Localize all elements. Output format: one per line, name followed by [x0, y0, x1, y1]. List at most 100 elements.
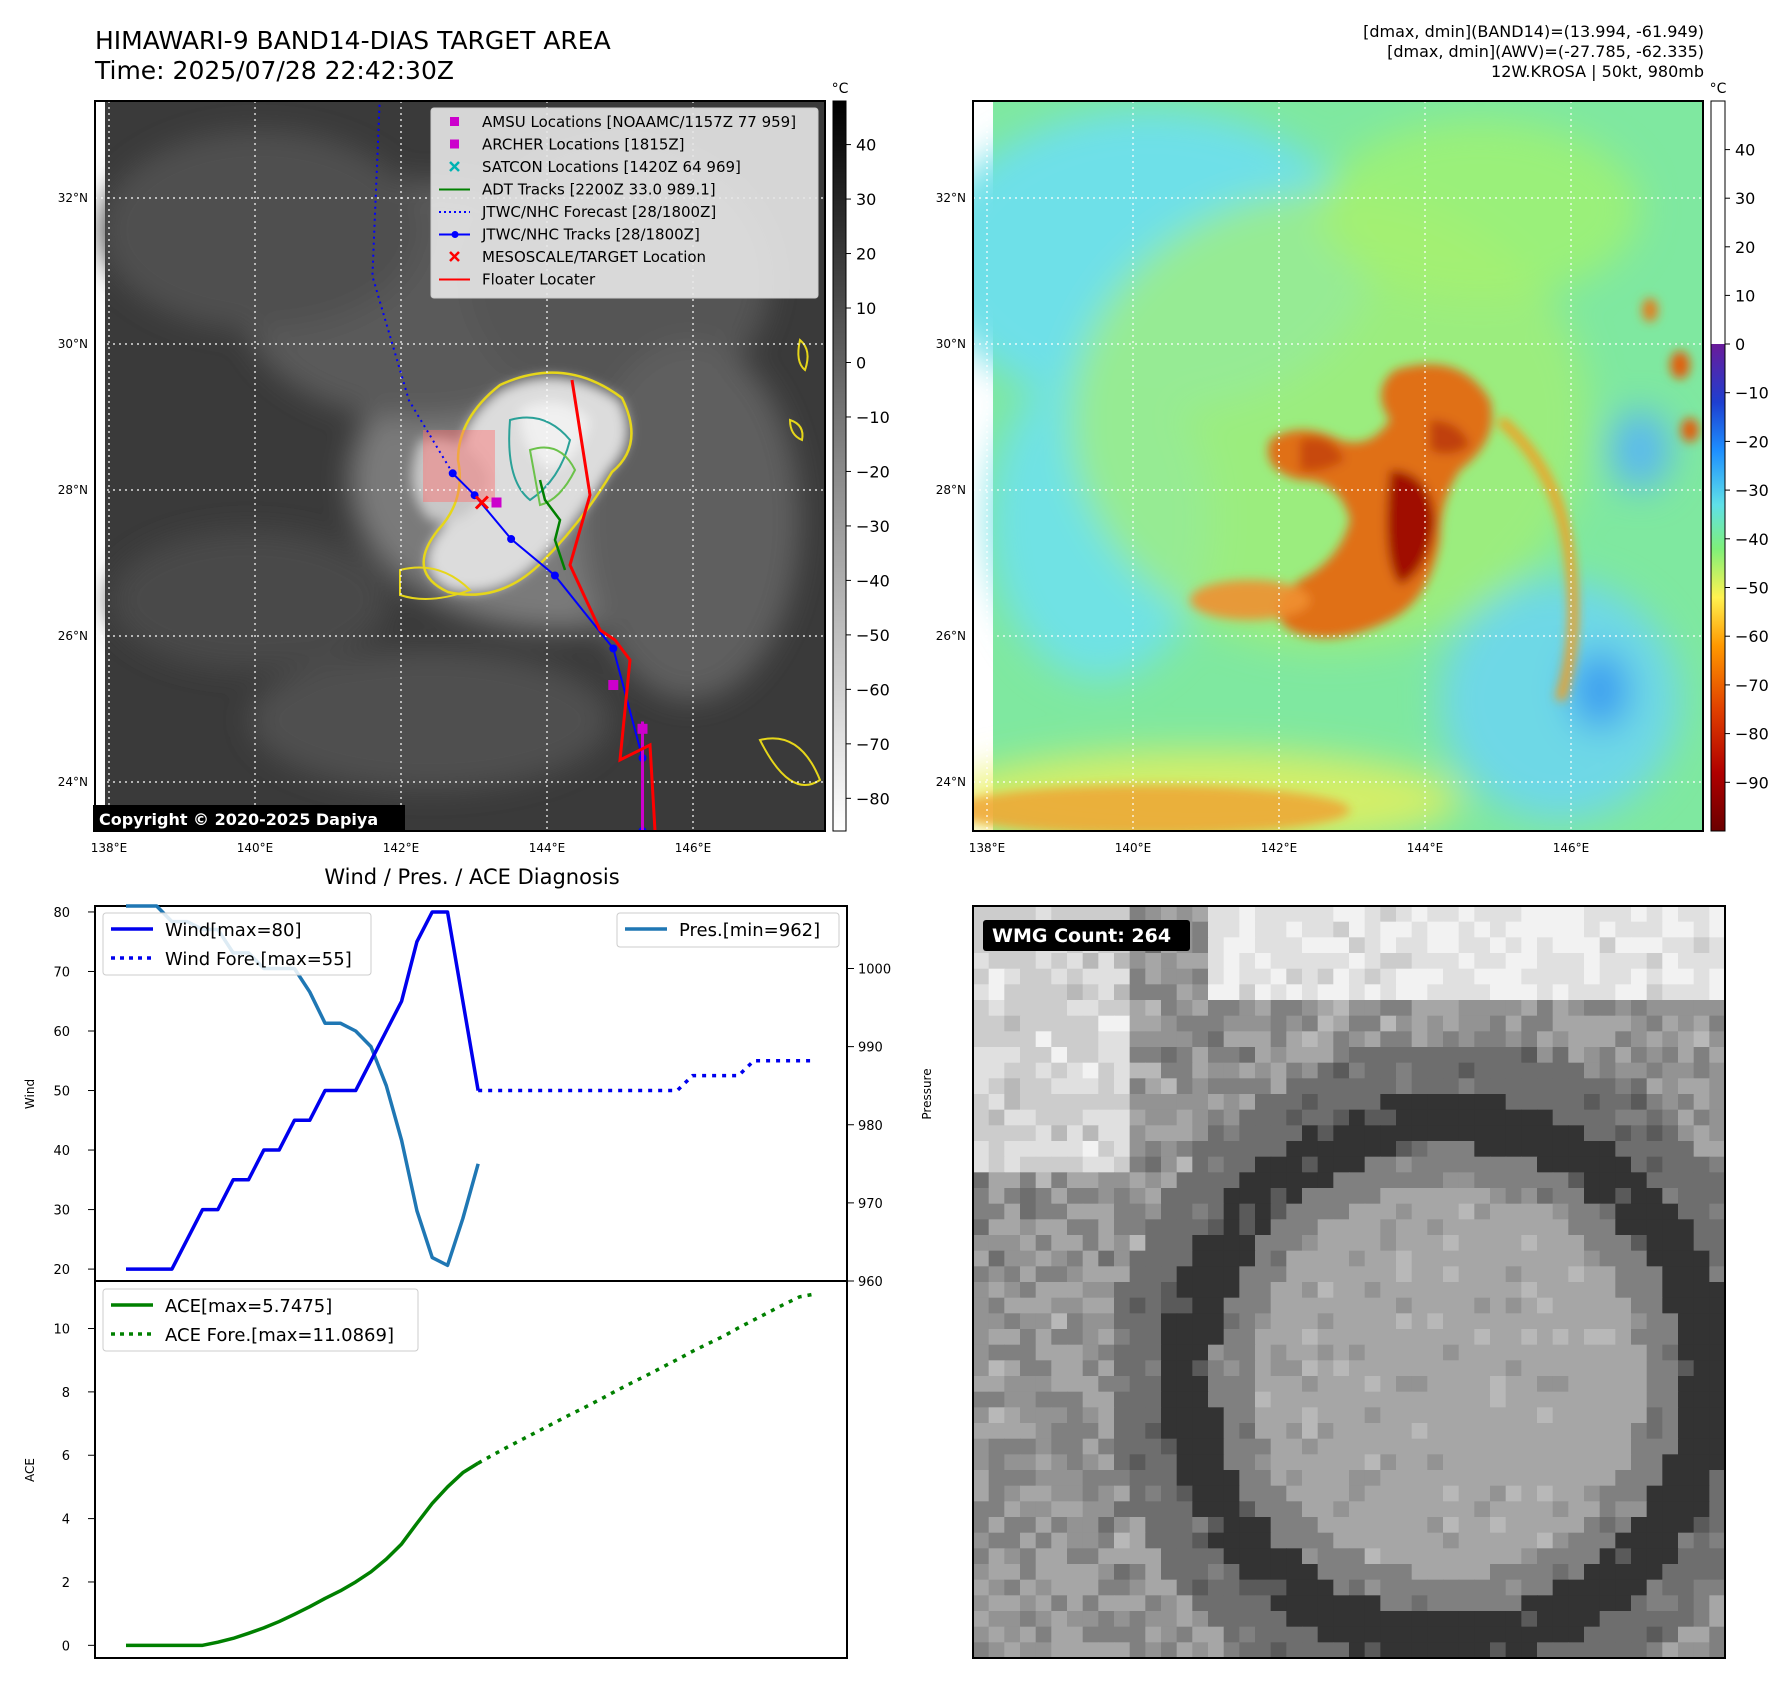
wmg-pixel: [1552, 1329, 1569, 1346]
wmg-pixel: [1364, 1266, 1381, 1283]
wmg-pixel: [1192, 1094, 1209, 1111]
wmg-pixel: [1098, 1078, 1115, 1095]
wmg-pixel: [1176, 1078, 1193, 1095]
wmg-pixel: [1004, 1564, 1021, 1581]
wmg-pixel: [1584, 1141, 1601, 1158]
colorbar-tick-label: 0: [856, 353, 866, 372]
wmg-pixel: [1552, 1642, 1569, 1658]
wmg-pixel: [1568, 1156, 1585, 1173]
wmg-pixel: [1537, 1313, 1554, 1330]
wmg-pixel: [1114, 1595, 1131, 1612]
wmg-pixel: [1427, 1313, 1444, 1330]
wmg-pixel: [1505, 1423, 1522, 1440]
wmg-pixel: [1693, 1109, 1710, 1126]
wmg-pixel: [1145, 968, 1162, 985]
wmg-pixel: [1020, 1203, 1037, 1220]
wmg-pixel: [1270, 1579, 1287, 1596]
wmg-pixel: [1615, 1642, 1632, 1658]
wmg-pixel: [1646, 1376, 1663, 1393]
wmg-pixel: [1223, 1470, 1240, 1487]
wmg-pixel: [1239, 1344, 1256, 1361]
wmg-pixel: [973, 1344, 990, 1361]
wmg-pixel: [1599, 937, 1616, 954]
wmg-pixel: [1051, 1501, 1068, 1518]
wmg-pixel: [1709, 1235, 1725, 1252]
wmg-pixel: [1020, 1188, 1037, 1205]
colorbar-tick-label: −10: [856, 408, 890, 427]
wmg-pixel: [1082, 1219, 1099, 1236]
wmg-pixel: [1615, 1235, 1632, 1252]
wmg-pixel: [1286, 1078, 1303, 1095]
wmg-pixel: [1364, 1564, 1381, 1581]
colorbar-tick-label: 40: [1735, 141, 1755, 160]
wmg-pixel: [1192, 1250, 1209, 1267]
wmg-pixel: [988, 1078, 1005, 1095]
wmg-pixel: [1537, 1109, 1554, 1126]
wmg-pixel: [1035, 1094, 1052, 1111]
wmg-pixel: [1505, 1156, 1522, 1173]
wmg-pixel: [1317, 1360, 1334, 1377]
wmg-pixel: [1129, 1062, 1146, 1079]
wmg-pixel: [1051, 1438, 1068, 1455]
wmg-pixel: [1223, 1329, 1240, 1346]
wmg-pixel: [1552, 921, 1569, 938]
wmg-pixel: [1396, 1454, 1413, 1471]
wmg-pixel: [1098, 1360, 1115, 1377]
wmg-pixel: [1646, 1517, 1663, 1534]
wmg-pixel: [1067, 1031, 1084, 1048]
wmg-pixel: [1223, 1141, 1240, 1158]
wmg-pixel: [1662, 1062, 1679, 1079]
wmg-pixel: [1537, 1501, 1554, 1518]
wmg-pixel: [1098, 1062, 1115, 1079]
wmg-pixel: [1568, 1297, 1585, 1314]
wmg-pixel: [1349, 1094, 1366, 1111]
legend-label: JTWC/NHC Tracks [28/1800Z]: [481, 226, 700, 244]
wmg-pixel: [1709, 1219, 1725, 1236]
wmg-pixel: [1176, 1360, 1193, 1377]
wmg-pixel: [1208, 1564, 1225, 1581]
wmg-pixel: [1709, 1642, 1725, 1658]
wmg-pixel: [1599, 1360, 1616, 1377]
wmg-pixel: [1208, 1188, 1225, 1205]
wmg-pixel: [1114, 1125, 1131, 1142]
wmg-pixel: [1239, 1313, 1256, 1330]
wmg-pixel: [1693, 984, 1710, 1001]
wmg-pixel: [973, 1125, 990, 1142]
wmg-pixel: [1631, 1250, 1648, 1267]
wmg-pixel: [1114, 1564, 1131, 1581]
wmg-pixel: [1176, 1266, 1193, 1283]
wmg-pixel: [1208, 1266, 1225, 1283]
wmg-pixel: [1349, 1517, 1366, 1534]
wmg-pixel: [1474, 1391, 1491, 1408]
wmg-pixel: [1380, 937, 1397, 954]
wmg-count-label: WMG Count: 264: [992, 925, 1171, 947]
wmg-pixel: [1098, 1329, 1115, 1346]
wmg-pixel: [973, 1141, 990, 1158]
wmg-pixel: [1396, 1329, 1413, 1346]
wmg-pixel: [1067, 1454, 1084, 1471]
wmg-pixel: [1552, 1313, 1569, 1330]
wmg-pixel: [1396, 1156, 1413, 1173]
wmg-pixel: [1302, 953, 1319, 970]
wmg-pixel: [1349, 1109, 1366, 1126]
wmg-pixel: [1458, 1266, 1475, 1283]
wmg-pixel: [1427, 968, 1444, 985]
wmg-pixel: [1114, 1423, 1131, 1440]
wmg-pixel: [1114, 1517, 1131, 1534]
wmg-pixel: [1035, 1501, 1052, 1518]
wmg-pixel: [1098, 984, 1115, 1001]
wmg-pixel: [973, 1000, 990, 1017]
wmg-pixel: [1631, 937, 1648, 954]
wmg-pixel: [1004, 1423, 1021, 1440]
wmg-pixel: [1051, 1203, 1068, 1220]
wmg-pixel: [1380, 1642, 1397, 1658]
wmg-pixel: [1098, 1125, 1115, 1142]
wmg-pixel: [988, 1595, 1005, 1612]
wmg-pixel: [1678, 1579, 1695, 1596]
wmg-pixel: [1035, 1188, 1052, 1205]
wmg-pixel: [1599, 1470, 1616, 1487]
wmg-pixel: [1615, 1548, 1632, 1565]
wmg-pixel: [1145, 1188, 1162, 1205]
wmg-pixel: [1082, 1626, 1099, 1643]
wmg-pixel: [1035, 1470, 1052, 1487]
